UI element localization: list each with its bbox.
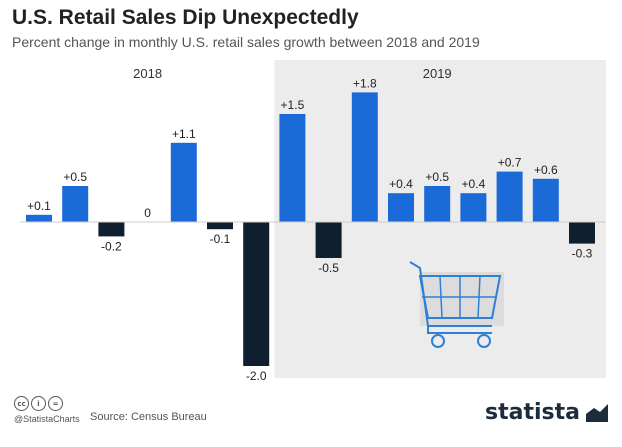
bar-13 xyxy=(460,193,487,222)
year-label-2018: 2018 xyxy=(133,66,162,81)
chart-subtitle: Percent change in monthly U.S. retail sa… xyxy=(12,34,480,50)
bar-3 xyxy=(98,222,125,237)
bar-8 xyxy=(279,114,306,222)
data-label-2: +0.5 xyxy=(63,170,87,184)
data-label-9: -0.5 xyxy=(318,261,339,275)
bar-14 xyxy=(496,171,523,222)
bar-15 xyxy=(532,178,559,222)
statista-flag-icon xyxy=(586,403,608,422)
data-label-7: -2.0 xyxy=(246,369,267,383)
data-label-14: +0.7 xyxy=(498,156,522,170)
data-label-3: -0.2 xyxy=(101,239,122,253)
data-label-4: 0 xyxy=(144,206,151,220)
year-label-2019: 2019 xyxy=(423,66,452,81)
bar-9 xyxy=(315,222,342,258)
data-label-15: +0.6 xyxy=(534,163,558,177)
brand-name: statista xyxy=(485,400,580,425)
bar-6 xyxy=(207,222,233,230)
bar-7 xyxy=(243,222,270,366)
bar-11 xyxy=(388,193,414,222)
data-label-13: +0.4 xyxy=(462,177,486,191)
bar-12 xyxy=(424,186,451,222)
shopping-cart-icon xyxy=(409,261,504,348)
data-label-8: +1.5 xyxy=(281,98,305,112)
license-icons: cc i = xyxy=(14,396,63,411)
data-label-6: -0.1 xyxy=(210,232,231,246)
bar-5 xyxy=(170,142,197,222)
footer-handle: @StatistaCharts xyxy=(14,414,80,424)
data-label-1: +0.1 xyxy=(27,199,51,213)
bar-group: +0.1 +0.5 -0.2 0 +1.1 -0.1 -2.0 +1.5 -0.5 +1.8 +0.… xyxy=(26,76,595,383)
bar-16 xyxy=(569,222,595,244)
equals-icon: = xyxy=(48,396,63,411)
bar-1 xyxy=(26,214,52,222)
data-label-11: +0.4 xyxy=(389,177,413,191)
bar-2 xyxy=(62,186,89,222)
data-label-12: +0.5 xyxy=(425,170,449,184)
statista-logo: statista xyxy=(485,400,608,425)
cc-icon: cc xyxy=(14,396,29,411)
data-label-16: -0.3 xyxy=(572,247,593,261)
source-note: Source: Census Bureau xyxy=(90,411,207,423)
data-label-10: +1.8 xyxy=(353,76,377,90)
bar-10 xyxy=(351,92,378,223)
data-label-5: +1.1 xyxy=(172,127,196,141)
by-icon: i xyxy=(31,396,46,411)
chart-title: U.S. Retail Sales Dip Unexpectedly xyxy=(12,6,359,29)
